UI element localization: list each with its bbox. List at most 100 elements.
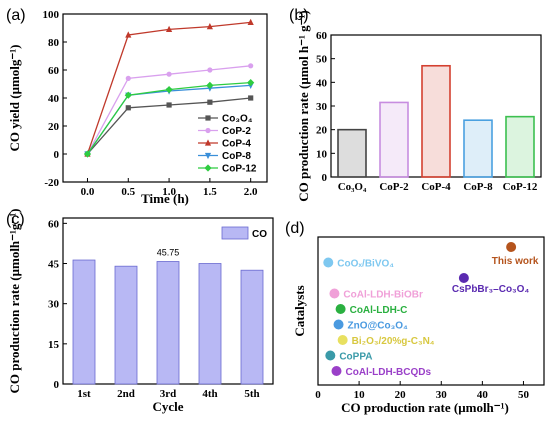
panel-d-point-label: CoAl-LDH-C bbox=[350, 305, 408, 316]
panel-c-bar bbox=[72, 259, 96, 385]
panel-c-bar bbox=[198, 263, 222, 385]
panel-c-ytick-label: 30 bbox=[48, 299, 60, 311]
panel-a-xtick-label: 0.0 bbox=[81, 186, 95, 198]
panel-b-xtick-label: CoP-12 bbox=[503, 181, 538, 193]
panel-a-legend-marker bbox=[204, 139, 212, 146]
panel-c-ytick-label: 0 bbox=[54, 379, 60, 391]
panel-b-xtick-label: CoP-2 bbox=[379, 181, 409, 193]
panel-b-xtick-label: CoP-4 bbox=[421, 181, 451, 193]
panel-a-legend-label: CoP-12 bbox=[222, 164, 257, 175]
panel-b-ytick-label: 50 bbox=[316, 54, 328, 66]
panel-b-ytick-label: 40 bbox=[316, 77, 328, 89]
panel-a-xtick-label: 1.0 bbox=[162, 186, 176, 198]
panel-b-bar bbox=[505, 115, 535, 178]
panel-a-xtick-label: 2.0 bbox=[244, 186, 258, 198]
panel-a-data-point bbox=[206, 81, 214, 89]
panel-a-data-point bbox=[206, 23, 213, 30]
panel-c-ytick-label: 45 bbox=[48, 259, 60, 271]
panel-a-data-point bbox=[207, 67, 213, 73]
panel-d-data-point bbox=[323, 257, 334, 268]
panel-b-bar bbox=[463, 119, 493, 178]
panel-d-xtick-label: 0 bbox=[315, 389, 321, 401]
panel-d-frame bbox=[317, 236, 545, 386]
panel-b-ytick-label: 60 bbox=[316, 30, 328, 42]
panel-d-xtick-label: 50 bbox=[518, 389, 530, 401]
panel-a-legend-marker bbox=[204, 152, 212, 160]
panel-a-data-point bbox=[248, 95, 254, 101]
panel-b-bar-chart: CO production rate (μmol h⁻¹ g⁻¹) 0 10 20 3… bbox=[296, 10, 542, 202]
panel-b-ytick-label: 20 bbox=[316, 125, 328, 137]
panel-a-data-point bbox=[125, 105, 131, 111]
panel-c-bar-annotation: 45.75 bbox=[157, 248, 180, 258]
panel-a-line-chart: Time (h) CO yield (μmolg⁻¹) -20 0 20 40 60 80… bbox=[7, 9, 268, 206]
panel-a-data-point bbox=[207, 99, 213, 105]
panel-d-point-label: CoAl-LDH-BCQDs bbox=[345, 367, 431, 378]
panel-a-ytick-label: 40 bbox=[48, 93, 60, 105]
panel-a-ytick-label: 60 bbox=[48, 65, 60, 77]
panel-c-bar bbox=[240, 269, 264, 385]
panel-a-data-point bbox=[166, 71, 172, 77]
panel-d-point-label: CoOₓ/BiVO₄ bbox=[337, 259, 394, 270]
panel-a-xlabel: Time (h) bbox=[141, 191, 189, 206]
panel-d-point-label: This work bbox=[492, 256, 539, 267]
panel-b-ytick-label: 10 bbox=[316, 148, 328, 160]
panel-c-bar-chart: Cycle CO production rate (μmolh⁻¹g⁻¹) CO… bbox=[7, 208, 274, 414]
panel-a-legend-marker bbox=[205, 115, 211, 121]
panel-b-ytick-label: 0 bbox=[322, 172, 328, 184]
panel-c-xtick-label: 1st bbox=[77, 388, 91, 400]
panel-b-xtick-label: Co₃O₄ bbox=[338, 181, 367, 193]
panel-a-data-point bbox=[166, 102, 172, 108]
panel-a-data-point bbox=[165, 86, 173, 94]
panel-b-bar bbox=[379, 101, 409, 178]
panel-a-data-point bbox=[165, 25, 173, 32]
panel-d-xtick-label: 30 bbox=[436, 389, 448, 401]
panel-a-ylabel: CO yield (μmolg⁻¹) bbox=[7, 45, 22, 152]
panel-c-ytick-label: 60 bbox=[48, 218, 60, 230]
panel-a-ytick-label: 20 bbox=[48, 121, 60, 133]
panel-a-xtick-label: 0.5 bbox=[121, 186, 135, 198]
panel-c-xtick-label: 4th bbox=[202, 388, 217, 400]
panel-a-data-point bbox=[83, 150, 92, 158]
panel-a-legend-marker bbox=[204, 164, 212, 172]
panel-a-data-point bbox=[248, 63, 254, 69]
panel-d-point-label: CoPPA bbox=[339, 352, 372, 363]
panel-d-point-label: CsPbBr₃–Co₃O₄ bbox=[452, 284, 530, 295]
panel-d-data-point bbox=[506, 242, 517, 252]
panel-d-data-point bbox=[333, 319, 344, 330]
panel-a-data-point bbox=[247, 18, 254, 25]
panel-a-legend-label: CoP-2 bbox=[222, 126, 251, 137]
panel-d-data-point bbox=[335, 304, 346, 314]
panel-d-point-label: Bi₂O₃/20%g-C₃N₄ bbox=[352, 336, 435, 347]
panel-c-bar bbox=[156, 261, 180, 385]
panel-c-legend-label: CO bbox=[252, 229, 267, 240]
panel-tag-d: (d) bbox=[285, 220, 305, 237]
panel-d-data-point bbox=[458, 273, 469, 283]
panel-a-ytick-label: 80 bbox=[48, 37, 60, 49]
panel-d-data-point bbox=[329, 288, 340, 299]
panel-d-xtick-label: 20 bbox=[395, 389, 407, 401]
panel-a-legend-label: CoP-8 bbox=[222, 151, 251, 162]
panel-b-xtick-label: CoP-8 bbox=[463, 181, 493, 193]
panel-a-xtick-label: 1.5 bbox=[203, 186, 217, 198]
panel-b-ylabel: CO production rate (μmol h⁻¹ g⁻¹) bbox=[296, 10, 311, 202]
panel-d-data-point bbox=[331, 366, 342, 376]
panel-tag-c: (c) bbox=[6, 211, 25, 228]
panel-c-ytick-label: 15 bbox=[48, 339, 60, 351]
panel-a-ytick-label: 100 bbox=[43, 9, 60, 21]
panel-d-xlabel: CO production rate (μmolh⁻¹) bbox=[341, 400, 509, 415]
panel-d-scatter-chart: CO production rate (μmolh⁻¹) Catalysts 0… bbox=[292, 236, 545, 415]
panel-b-bar bbox=[421, 64, 451, 178]
panel-c-legend-swatch bbox=[221, 226, 249, 240]
panel-tag-a: (a) bbox=[6, 7, 26, 24]
panel-b-ytick-label: 30 bbox=[316, 101, 328, 113]
panel-tag-b: (b) bbox=[289, 7, 309, 24]
panel-a-data-point bbox=[124, 91, 132, 99]
panel-d-point-label: CoAl-LDH-BiOBr bbox=[343, 290, 423, 301]
panel-a-data-point bbox=[247, 79, 255, 87]
panel-a-legend-label: CoP-4 bbox=[222, 139, 251, 150]
panel-d-xtick-label: 40 bbox=[477, 389, 489, 401]
panel-d-point-label: ZnO@Co₃O₄ bbox=[348, 321, 408, 332]
panel-d-ylabel: Catalysts bbox=[292, 285, 307, 336]
panel-a-legend-label: Co₃O₄ bbox=[222, 114, 253, 125]
